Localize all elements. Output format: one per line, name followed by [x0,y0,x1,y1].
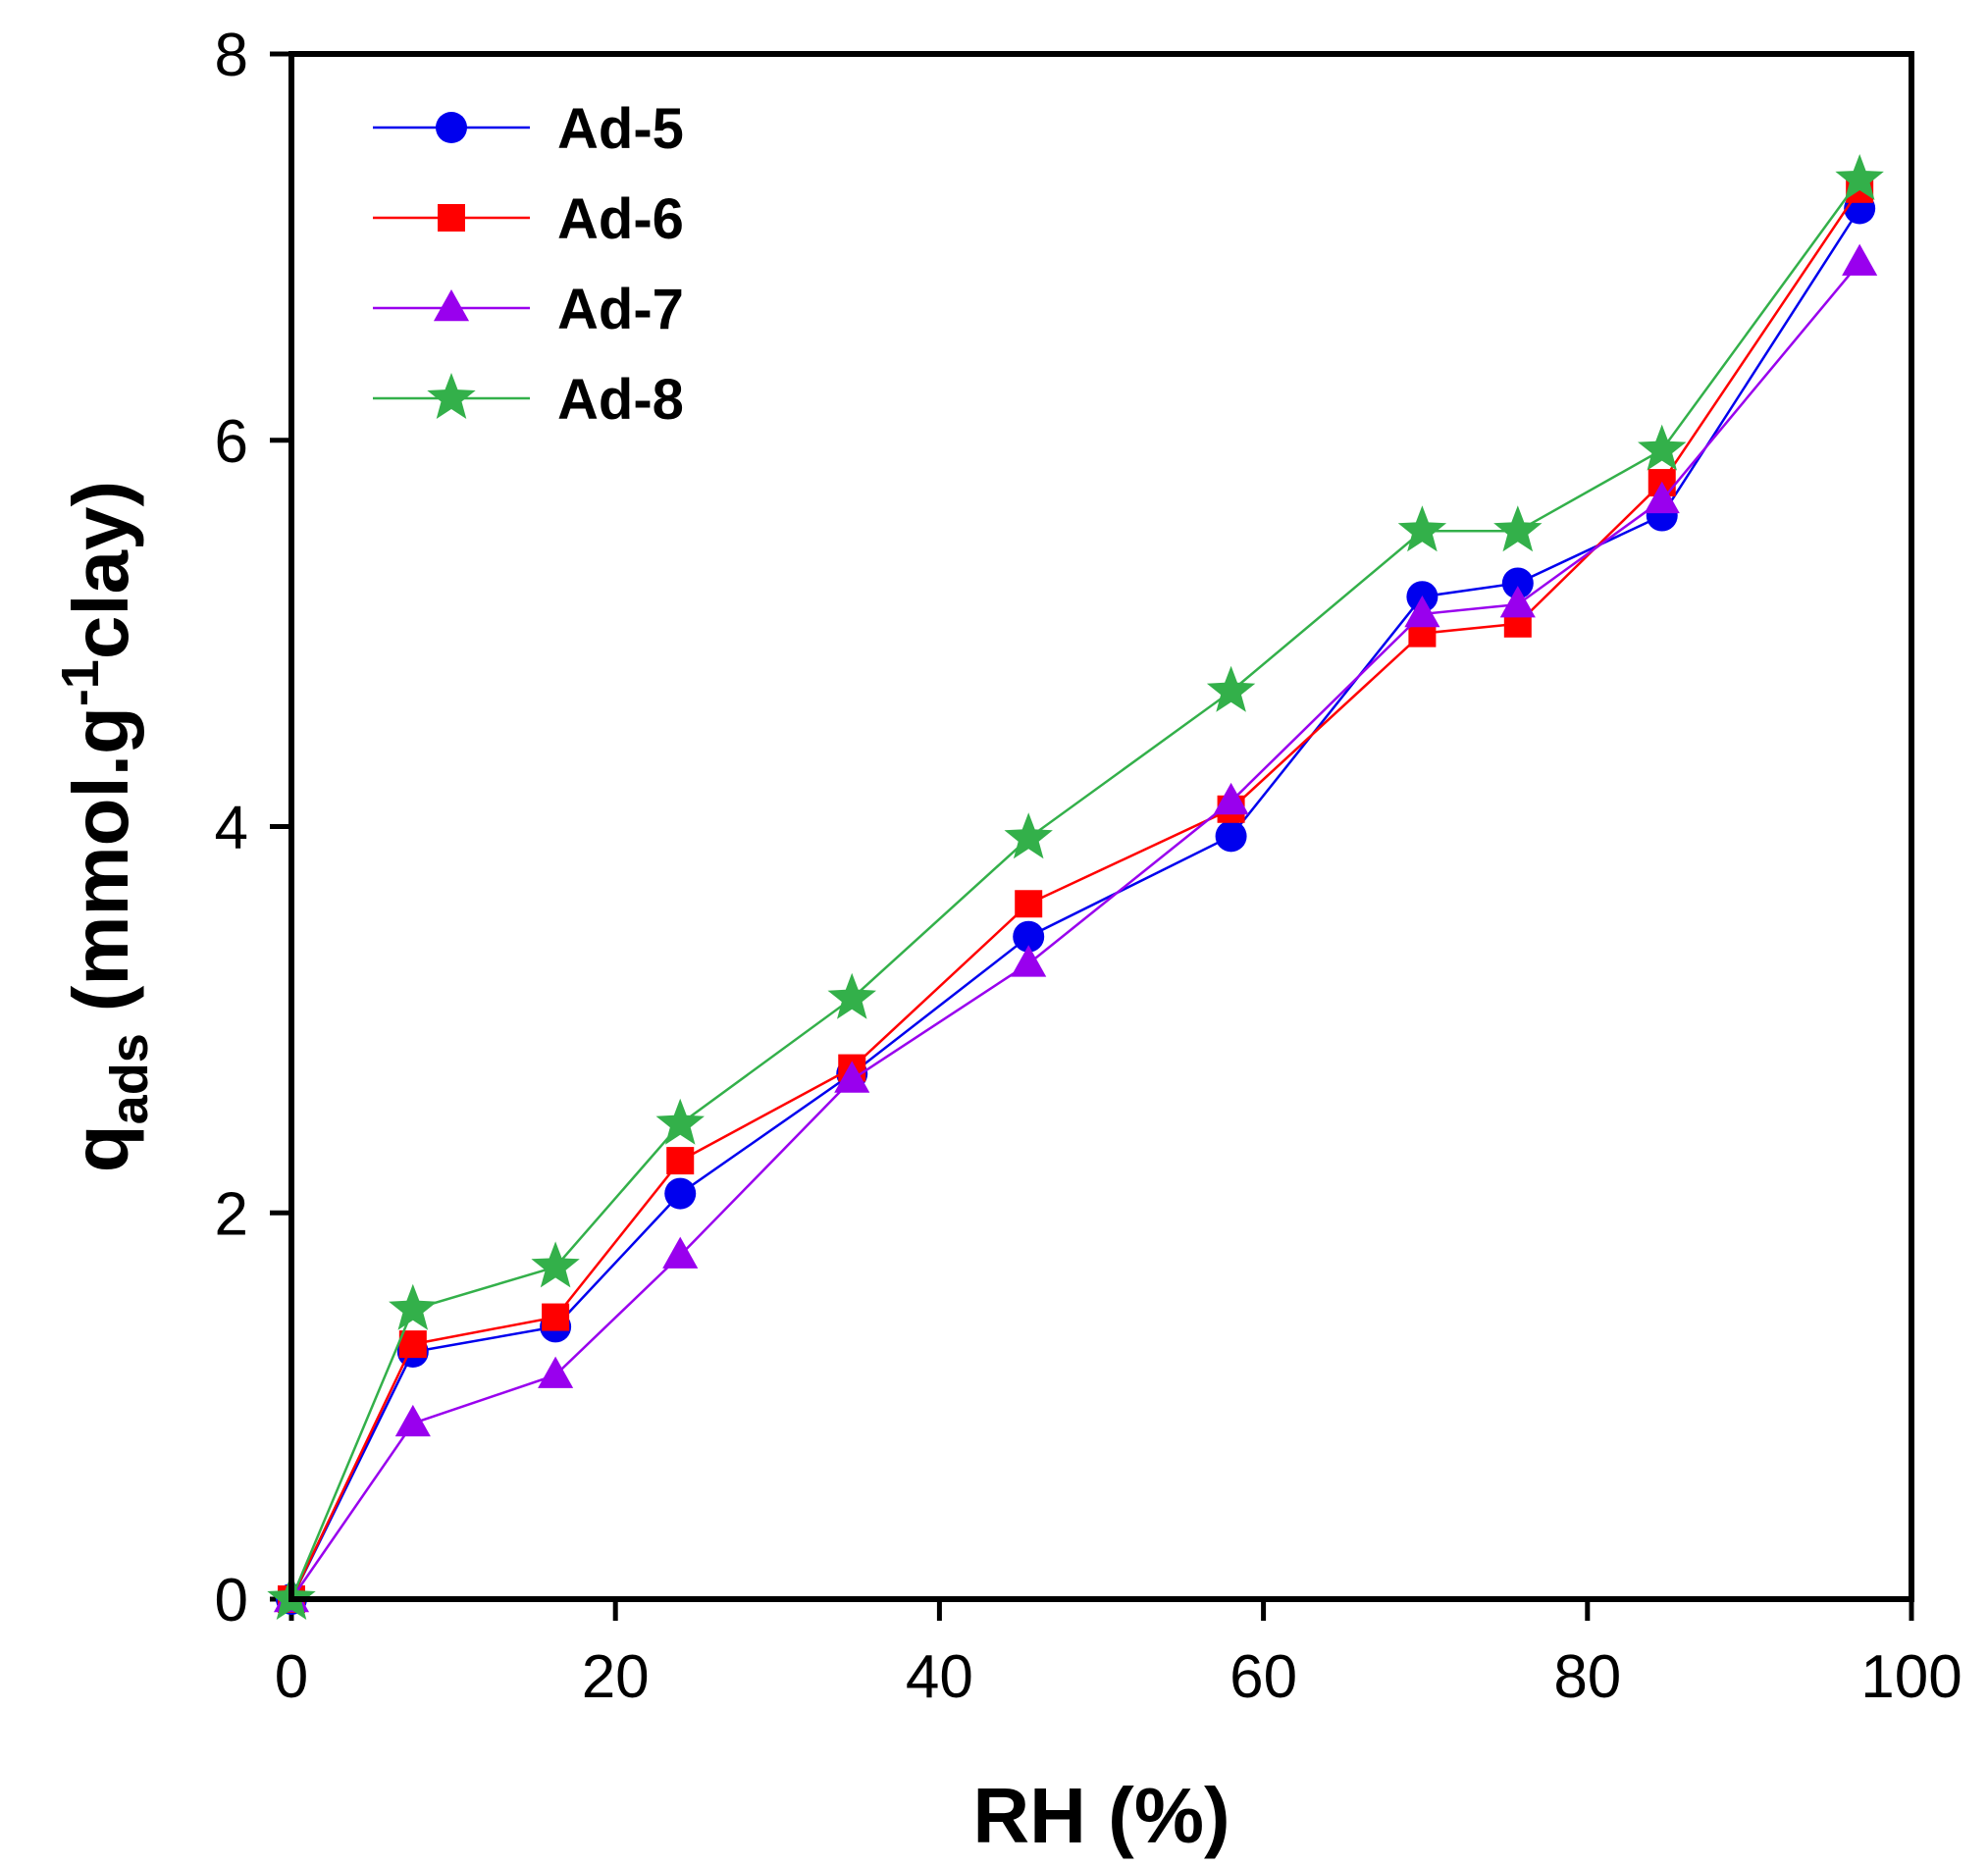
legend-item-ad-7: Ad-7 [373,278,684,341]
legend: Ad-5 Ad-6 Ad-7 Ad-8 [373,97,684,432]
x-tick-label: 100 [1860,1643,1962,1711]
data-point-ad-6 [542,1303,570,1331]
y-axis-title-units-end: clay) [57,481,144,659]
y-axis-title-units: (mmol.g [57,706,144,1011]
data-point-ad-6 [666,1147,695,1175]
x-tick-label: 20 [582,1643,650,1711]
data-point-ad-8 [827,972,876,1019]
x-axis-title: RH (%) [972,1772,1229,1859]
y-axis-title-subscript: ads [100,1033,159,1124]
legend-marker-ad-8 [427,373,476,419]
series-line-ad-7 [289,261,1861,1600]
data-point-ad-5 [1215,820,1247,853]
legend-item-ad-8: Ad-8 [373,368,684,432]
series-line-ad-8 [289,179,1861,1600]
data-point-ad-8 [1206,665,1256,712]
data-point-ad-7 [1644,481,1680,514]
data-point-ad-6 [398,1330,427,1359]
x-tick-label: 0 [275,1643,308,1711]
data-point-ad-8 [531,1241,580,1288]
legend-label-ad-8: Ad-8 [557,368,684,432]
legend-item-ad-5: Ad-5 [373,97,684,161]
x-tick-label: 40 [906,1643,973,1711]
series-ad-6 [278,175,1874,1613]
data-point-ad-7 [1404,595,1440,628]
data-point-ad-7 [1499,586,1536,618]
legend-item-ad-6: Ad-6 [373,187,684,251]
x-tick-label: 60 [1229,1643,1297,1711]
data-point-ad-7 [1011,945,1047,977]
plot-frame [288,51,1914,1602]
data-point-ad-5 [1501,567,1534,599]
data-point-ad-7 [538,1356,574,1388]
legend-marker-ad-5 [436,112,467,143]
y-tick-label: 8 [215,22,248,89]
data-point-ad-7 [394,1404,431,1437]
data-point-ad-7 [834,1061,870,1093]
series-ad-5 [276,192,1876,1615]
data-point-ad-8 [1638,424,1687,471]
y-tick-label: 0 [215,1567,248,1634]
legend-marker-ad-7 [433,289,470,322]
y-axis-title-superscript: -1 [51,659,110,706]
x-tick-label: 80 [1553,1643,1621,1711]
legend-label-ad-6: Ad-6 [557,187,684,251]
data-point-ad-7 [1213,782,1249,815]
series-layer [267,154,1884,1620]
data-point-ad-8 [655,1098,705,1145]
data-point-ad-5 [664,1177,697,1210]
legend-label-ad-5: Ad-5 [557,97,684,161]
legend-label-ad-7: Ad-7 [557,278,684,341]
data-point-ad-8 [1397,505,1447,552]
data-point-ad-8 [1835,154,1884,200]
data-point-ad-7 [662,1236,699,1269]
y-tick-label: 2 [215,1180,248,1248]
axis-ticks: 0 20 40 60 80 100 0 2 4 6 8 [215,22,1962,1711]
data-point-ad-6 [1015,890,1043,918]
data-point-ad-8 [389,1283,438,1330]
legend-marker-ad-6 [438,204,465,232]
series-line-ad-5 [289,207,1861,1600]
y-axis-title-base: q [57,1124,144,1172]
y-tick-label: 6 [215,408,248,476]
data-point-ad-7 [1842,243,1878,276]
series-ad-7 [273,243,1878,1613]
data-point-ad-8 [1493,505,1543,552]
series-line-ad-6 [289,188,1861,1600]
y-tick-label: 4 [215,795,248,862]
y-axis-title: qads (mmol.g-1clay) [51,481,159,1172]
data-point-ad-8 [1004,812,1053,859]
data-point-ad-5 [1013,920,1045,953]
series-ad-8 [267,154,1884,1620]
